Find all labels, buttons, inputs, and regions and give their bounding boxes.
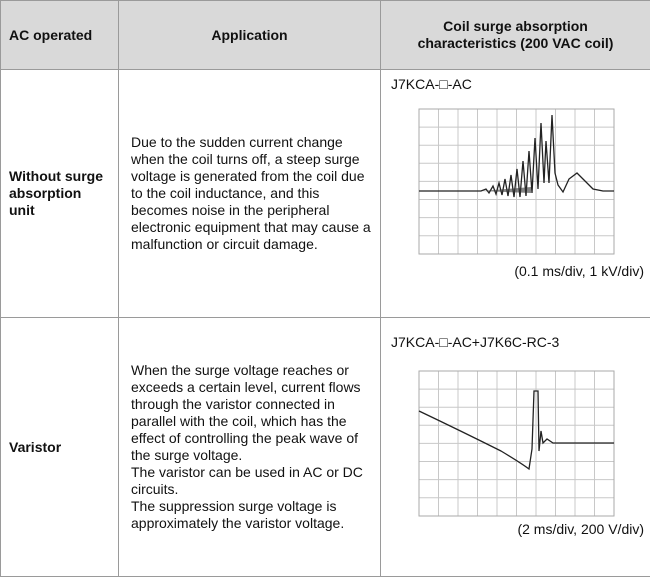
header-cell: Coil surge absorption characteristics (2… bbox=[381, 1, 650, 70]
model: J7KCA-□-AC bbox=[391, 76, 646, 93]
paragraph: Due to the sudden current change when th… bbox=[131, 134, 372, 253]
row-label: Without surge absorption unit bbox=[1, 70, 119, 318]
model: J7KCA-□-AC+J7K6C-RC-3 bbox=[391, 334, 646, 351]
paragraph: The suppression surge voltage is approxi… bbox=[131, 498, 372, 532]
row: Without surge absorption unit Due to the… bbox=[1, 70, 650, 318]
figure-cell: J7KCA-□-AC+J7K6C-RC-3 (2 ms/div, 200 V/d… bbox=[381, 318, 650, 577]
row-text: When the surge voltage reaches or exceed… bbox=[119, 318, 381, 577]
paragraph: The varistor can be used in AC or DC cir… bbox=[131, 464, 372, 498]
page: {"table": { "header": ["AC operated", "A… bbox=[0, 0, 650, 577]
oscillogram bbox=[391, 351, 641, 521]
header-cell: AC operated bbox=[1, 1, 119, 70]
header-row: AC operated Application Coil surge absor… bbox=[1, 1, 650, 70]
paragraph: When the surge voltage reaches or exceed… bbox=[131, 362, 372, 464]
row-text: Due to the sudden current change when th… bbox=[119, 70, 381, 318]
figure-cell: J7KCA-□-AC (0.1 ms/div, 1 kV/div) bbox=[381, 70, 650, 318]
oscillogram bbox=[391, 93, 641, 263]
row: Varistor When the surge voltage reaches … bbox=[1, 318, 650, 577]
row-label: Varistor bbox=[1, 318, 119, 577]
surge-table: AC operated Application Coil surge absor… bbox=[0, 0, 650, 577]
header-cell: Application bbox=[119, 1, 381, 70]
scale: (0.1 ms/div, 1 kV/div) bbox=[391, 263, 646, 280]
scale: (2 ms/div, 200 V/div) bbox=[391, 521, 646, 538]
